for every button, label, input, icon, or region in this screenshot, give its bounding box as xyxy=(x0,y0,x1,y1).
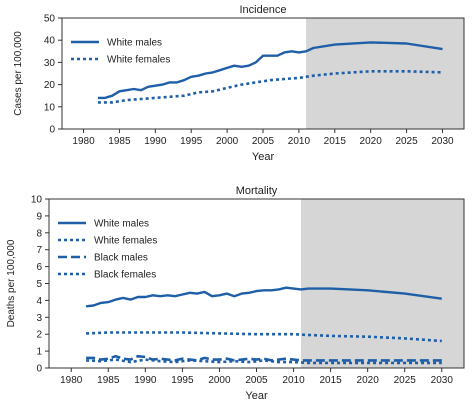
mortality-x-tick-label: 2025 xyxy=(394,375,417,386)
incidence-x-tick-label: 1990 xyxy=(144,136,167,147)
mortality-legend-label-white-females: White females xyxy=(94,236,157,247)
mortality-legend-label-black-males: Black males xyxy=(94,253,148,264)
mortality-x-ticks: 1980 1985 1990 1995 2000 2005 2010 2015 2020 2025… xyxy=(60,368,453,386)
incidence-x-tick-label: 2005 xyxy=(252,136,275,147)
incidence-x-ticks: 1980 1985 1990 1995 2000 2005 2010 2015 2020 2025… xyxy=(72,129,454,147)
incidence-x-axis-label: Year xyxy=(252,151,275,163)
incidence-series-white-females xyxy=(97,70,443,104)
incidence-y-tick-label: 50 xyxy=(44,14,56,25)
mortality-y-tick-label: 3 xyxy=(36,313,42,324)
mortality-y-tick-label: 2 xyxy=(36,330,42,341)
mortality-legend: White males White females Black males Black… xyxy=(58,219,157,281)
incidence-title: Incidence xyxy=(239,4,286,16)
incidence-y-axis-label: Cases per 100,000 xyxy=(13,31,24,116)
mortality-y-tick-label: 6 xyxy=(36,262,42,273)
incidence-y-tick-label: 40 xyxy=(44,36,56,47)
incidence-x-tick-label: 1995 xyxy=(180,136,203,147)
mortality-series-white-females xyxy=(86,331,442,343)
incidence-x-tick-label: 2015 xyxy=(324,136,347,147)
mortality-x-tick-label: 2030 xyxy=(431,375,454,386)
incidence-y-tick-label: 0 xyxy=(49,125,55,136)
mortality-x-tick-label: 2005 xyxy=(245,375,268,386)
mortality-series xyxy=(85,286,442,365)
mortality-x-tick-label: 1990 xyxy=(134,375,157,386)
mortality-panel: 0 1 2 3 4 5 6 7 8 9 10 1980 1985 1990 1995 2000 2005 201… xyxy=(6,185,465,402)
incidence-legend-label-white-males: White males xyxy=(107,38,162,49)
incidence-y-ticks: 0 10 20 30 40 50 xyxy=(44,14,62,136)
mortality-x-tick-label: 1995 xyxy=(171,375,194,386)
mortality-y-tick-label: 4 xyxy=(36,296,42,307)
incidence-y-tick-label: 30 xyxy=(44,58,56,69)
mortality-y-tick-label: 10 xyxy=(31,195,43,206)
mortality-x-tick-label: 2000 xyxy=(208,375,231,386)
mortality-x-axis-label: Year xyxy=(245,390,268,402)
mortality-y-tick-label: 8 xyxy=(36,228,42,239)
incidence-x-tick-label: 1985 xyxy=(108,136,131,147)
mortality-x-tick-label: 2010 xyxy=(282,375,305,386)
mortality-series-white-males xyxy=(85,286,442,308)
incidence-legend: White males White females xyxy=(71,38,170,66)
mortality-forecast-shade xyxy=(300,199,464,368)
mortality-title: Mortality xyxy=(236,185,278,197)
incidence-x-tick-label: 2000 xyxy=(216,136,239,147)
mortality-y-tick-label: 9 xyxy=(36,211,42,222)
incidence-legend-label-white-females: White females xyxy=(107,55,170,66)
incidence-y-tick-label: 10 xyxy=(44,102,56,113)
mortality-legend-label-black-females: Black females xyxy=(94,270,156,281)
incidence-x-tick-label: 1980 xyxy=(72,136,95,147)
mortality-x-tick-label: 1980 xyxy=(60,375,83,386)
incidence-x-tick-label: 2025 xyxy=(395,136,418,147)
mortality-y-tick-label: 1 xyxy=(36,347,42,358)
mortality-series-black-males xyxy=(86,354,442,362)
mortality-series-black-females xyxy=(86,358,442,365)
incidence-series-white-males xyxy=(97,41,443,100)
incidence-series xyxy=(97,41,443,104)
mortality-x-tick-label: 2015 xyxy=(319,375,342,386)
incidence-y-tick-label: 20 xyxy=(44,80,56,91)
mortality-y-tick-label: 5 xyxy=(36,279,42,290)
mortality-x-tick-label: 1985 xyxy=(97,375,120,386)
mortality-y-tick-label: 7 xyxy=(36,245,42,256)
mortality-y-axis-label: Deaths per 100,000 xyxy=(6,239,17,327)
mortality-legend-label-white-males: White males xyxy=(94,219,149,230)
incidence-x-tick-label: 2020 xyxy=(360,136,383,147)
incidence-x-tick-label: 2010 xyxy=(288,136,311,147)
mortality-x-tick-label: 2020 xyxy=(357,375,380,386)
mortality-y-ticks: 0 1 2 3 4 5 6 7 8 9 10 xyxy=(31,195,49,375)
incidence-x-tick-label: 2030 xyxy=(431,136,454,147)
mortality-y-tick-label: 0 xyxy=(36,364,42,375)
